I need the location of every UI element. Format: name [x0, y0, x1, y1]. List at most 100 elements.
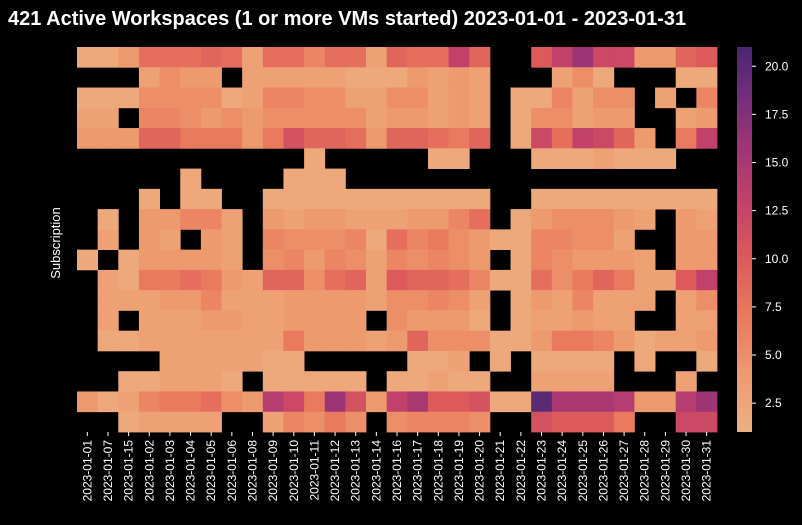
- heatmap-cell: [531, 148, 553, 169]
- colorbar-tick-label: 7.5: [765, 300, 782, 314]
- heatmap-cell: [531, 87, 553, 109]
- heatmap-cell: [613, 269, 635, 291]
- heatmap-cell: [304, 128, 326, 149]
- heatmap-cell: [180, 67, 202, 88]
- heatmap-cell: [613, 209, 635, 230]
- heatmap-cell: [469, 411, 491, 433]
- heatmap-cell: [386, 249, 408, 271]
- x-tick-label: 2023-01-03: [163, 440, 177, 502]
- heatmap-cell: [180, 391, 202, 413]
- heatmap-cell: [675, 47, 697, 68]
- heatmap-cell: [386, 411, 408, 433]
- heatmap-cell: [345, 330, 367, 352]
- heatmap-cell: [386, 269, 408, 291]
- heatmap-cell: [283, 330, 305, 352]
- heatmap-cell: [469, 128, 491, 149]
- heatmap-cell: [510, 87, 532, 109]
- heatmap-cell: [77, 391, 99, 413]
- heatmap-cell: [448, 188, 470, 210]
- heatmap-cell: [180, 87, 202, 109]
- heatmap-cell: [634, 128, 656, 149]
- heatmap-cell: [572, 107, 594, 129]
- heatmap-cell: [593, 148, 615, 169]
- heatmap-cell: [118, 411, 140, 433]
- heatmap-cell: [138, 330, 160, 352]
- heatmap-cell: [593, 128, 615, 149]
- heatmap-cell: [448, 310, 470, 332]
- heatmap-cell: [180, 168, 202, 190]
- heatmap-cell: [138, 128, 160, 149]
- heatmap-cell: [118, 371, 140, 392]
- heatmap-cell: [159, 391, 181, 413]
- heatmap-cell: [366, 249, 388, 271]
- heatmap-cell: [242, 128, 264, 149]
- heatmap-cell: [448, 371, 470, 392]
- heatmap-cell: [324, 391, 346, 413]
- heatmap-cell: [221, 229, 243, 251]
- heatmap-cell: [77, 107, 99, 129]
- heatmap-cell: [634, 148, 656, 169]
- x-tick-label: 2023-01-22: [514, 440, 528, 502]
- heatmap-cell: [696, 67, 718, 88]
- heatmap-cell: [448, 290, 470, 311]
- heatmap-cell: [159, 249, 181, 271]
- heatmap-cell: [97, 269, 119, 291]
- heatmap-cell: [531, 229, 553, 251]
- heatmap-cell: [138, 67, 160, 88]
- heatmap-cell: [324, 310, 346, 332]
- heatmap-cell: [200, 371, 222, 392]
- heatmap-cell: [634, 350, 656, 372]
- heatmap-cell: [613, 188, 635, 210]
- heatmap-cell: [407, 47, 429, 68]
- heatmap-cell: [407, 350, 429, 372]
- heatmap-cell: [262, 350, 284, 372]
- colorbar-tick-label: 17.5: [765, 107, 789, 121]
- heatmap-cell: [407, 371, 429, 392]
- heatmap-cell: [242, 350, 264, 372]
- heatmap-cell: [407, 290, 429, 311]
- heatmap-cell: [324, 330, 346, 352]
- heatmap-cell: [613, 249, 635, 271]
- heatmap-cell: [613, 47, 635, 68]
- heatmap-cell: [613, 330, 635, 352]
- heatmap-cell: [427, 371, 450, 392]
- heatmap-cell: [366, 47, 388, 68]
- heatmap-cell: [469, 229, 491, 251]
- heatmap-cell: [304, 148, 326, 169]
- heatmap-cell: [262, 249, 284, 271]
- heatmap-cell: [77, 87, 99, 109]
- heatmap-cell: [489, 229, 511, 251]
- heatmap-cell: [159, 107, 181, 129]
- heatmap-cell: [551, 350, 573, 372]
- heatmap-cell: [510, 269, 532, 291]
- heatmap-cell: [407, 188, 429, 210]
- heatmap-cell: [551, 330, 573, 352]
- heatmap-cell: [696, 87, 718, 109]
- heatmap-cell: [345, 290, 367, 311]
- heatmap-cell: [159, 411, 181, 433]
- heatmap-cell: [551, 128, 573, 149]
- heatmap-cell: [531, 411, 553, 433]
- heatmap-cell: [242, 269, 264, 291]
- heatmap-cell: [200, 290, 222, 311]
- heatmap-cell: [180, 249, 202, 271]
- x-tick-label: 2023-01-23: [535, 440, 549, 502]
- heatmap-cell: [427, 249, 450, 271]
- heatmap-cell: [262, 47, 284, 68]
- heatmap-cell: [448, 249, 470, 271]
- heatmap-cell: [551, 269, 573, 291]
- x-tick-label: 2023-01-07: [101, 440, 115, 502]
- heatmap-cell: [242, 310, 264, 332]
- heatmap-cell: [304, 188, 326, 210]
- heatmap-cell: [448, 330, 470, 352]
- heatmap-cell: [200, 188, 222, 210]
- heatmap-cell: [200, 209, 222, 230]
- heatmap-cell: [118, 290, 140, 311]
- heatmap-cell: [593, 229, 615, 251]
- x-tick-label: 2023-01-28: [638, 440, 652, 502]
- heatmap-cell: [469, 330, 491, 352]
- x-tick-label: 2023-01-21: [493, 440, 507, 502]
- heatmap-cell: [138, 107, 160, 129]
- heatmap-cell: [510, 107, 532, 129]
- heatmap-cell: [138, 229, 160, 251]
